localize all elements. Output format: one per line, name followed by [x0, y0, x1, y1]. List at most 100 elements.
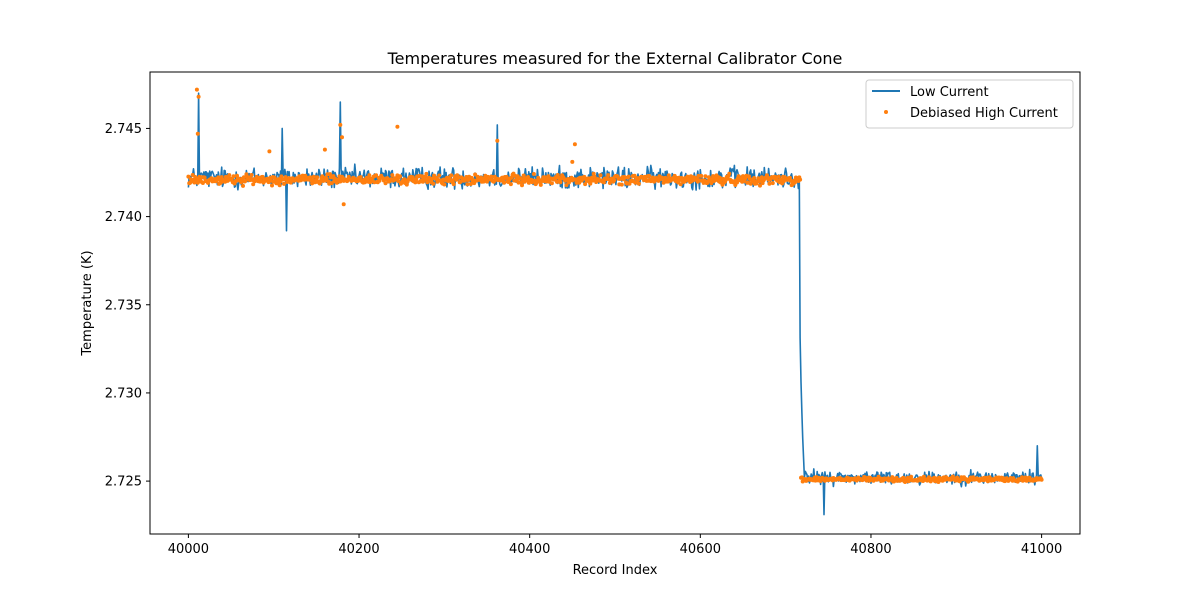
scatter-point — [502, 180, 507, 185]
scatter-point — [606, 173, 611, 178]
scatter-point — [431, 181, 436, 186]
scatter-point — [601, 180, 606, 185]
scatter-point — [340, 135, 344, 140]
scatter-point — [612, 178, 617, 183]
scatter-point — [798, 177, 803, 182]
scatter-point — [322, 147, 327, 152]
scatter-point — [588, 181, 593, 186]
legend: Low Current Debiased High Current — [865, 79, 1074, 129]
plot-frame — [149, 71, 1081, 535]
scatter-point — [767, 181, 772, 186]
x-axis: 40000 40200 40400 40600 40800 41000 — [168, 534, 1062, 557]
scatter-point — [678, 182, 683, 187]
x-axis-title: Record Index — [573, 563, 658, 578]
scatter-point — [508, 182, 513, 187]
scatter-point — [320, 174, 325, 179]
scatter-point — [367, 173, 372, 178]
scatter-point — [202, 175, 207, 180]
scatter-point — [526, 175, 530, 179]
scatter-point — [277, 183, 282, 188]
scatter-point — [619, 182, 624, 187]
scatter-point — [909, 474, 914, 479]
legend-label-debiased-high-current: Debiased High Current — [910, 106, 1058, 121]
scatter-point — [890, 475, 895, 480]
scatter-point — [572, 142, 577, 147]
scatter-point — [647, 173, 652, 178]
scatter-point — [583, 182, 588, 187]
y-tick-label: 2.725 — [105, 475, 142, 490]
scatter-point — [598, 173, 603, 178]
x-tick-label: 41000 — [1021, 542, 1062, 557]
scatter-point — [564, 183, 569, 188]
scatter-point — [504, 174, 509, 179]
scatter-point — [422, 177, 427, 182]
scatter-point — [390, 173, 395, 178]
scatter-point — [549, 181, 554, 186]
scatter-point — [788, 178, 793, 183]
scatter-point — [251, 182, 256, 187]
scatter-point — [396, 179, 401, 183]
scatter-point — [538, 182, 543, 187]
scatter-point — [727, 171, 732, 176]
scatter-point — [703, 174, 708, 179]
scatter-point — [282, 181, 286, 186]
scatter-point — [626, 174, 631, 179]
scatter-point — [489, 174, 494, 179]
scatter-point — [270, 183, 274, 188]
scatter-point — [341, 202, 346, 207]
y-tick-label: 2.745 — [105, 122, 142, 137]
scatter-point — [481, 179, 486, 184]
scatter-point — [543, 175, 547, 180]
scatter-point — [425, 180, 430, 185]
y-tick-label: 2.735 — [105, 298, 142, 313]
x-tick-label: 40200 — [338, 542, 379, 557]
scatter-point — [520, 183, 524, 188]
scatter-point — [776, 174, 781, 179]
y-axis: 2.725 2.730 2.735 2.740 2.745 — [105, 122, 150, 490]
scatter-point — [442, 182, 447, 187]
scatter-point — [227, 173, 232, 178]
scatter-point — [186, 174, 191, 179]
plot-area — [186, 87, 1044, 516]
scatter-point — [194, 87, 199, 92]
scatter-point — [338, 122, 343, 127]
scatter-point — [495, 138, 500, 143]
scatter-point — [451, 182, 456, 187]
scatter-point — [901, 475, 906, 480]
x-tick-label: 40800 — [850, 542, 891, 557]
legend-dot-swatch — [884, 110, 888, 114]
scatter-point — [758, 183, 762, 188]
scatter-point — [636, 181, 641, 186]
scatter-point — [196, 94, 201, 99]
scatter-point — [793, 180, 797, 185]
scatter-point — [770, 181, 775, 186]
scatter-point — [267, 149, 272, 154]
scatter-point — [633, 180, 638, 185]
scatter-point — [383, 181, 388, 186]
scatter-point — [241, 183, 245, 188]
scatter-point — [787, 175, 792, 180]
scatter-point — [570, 159, 575, 164]
scatter-point — [449, 173, 454, 178]
y-tick-label: 2.730 — [105, 386, 142, 401]
y-axis-title: Temperature (K) — [80, 250, 95, 356]
scatter-point — [592, 174, 597, 179]
scatter-point — [531, 172, 536, 176]
scatter-point — [374, 173, 379, 178]
scatter-point — [1039, 477, 1044, 482]
scatter-point — [358, 175, 363, 180]
series-scatter-debiased-high-current — [186, 87, 1044, 484]
scatter-point — [437, 173, 442, 178]
scatter-point — [404, 182, 409, 187]
scatter-point — [398, 174, 402, 179]
scatter-point — [465, 182, 470, 187]
scatter-point — [752, 176, 757, 180]
scatter-point — [424, 171, 429, 176]
scatter-point — [311, 174, 316, 179]
scatter-point — [699, 173, 704, 178]
scatter-point — [239, 180, 244, 185]
scatter-point — [365, 176, 370, 181]
scatter-point — [485, 179, 489, 184]
scatter-point — [558, 180, 563, 185]
